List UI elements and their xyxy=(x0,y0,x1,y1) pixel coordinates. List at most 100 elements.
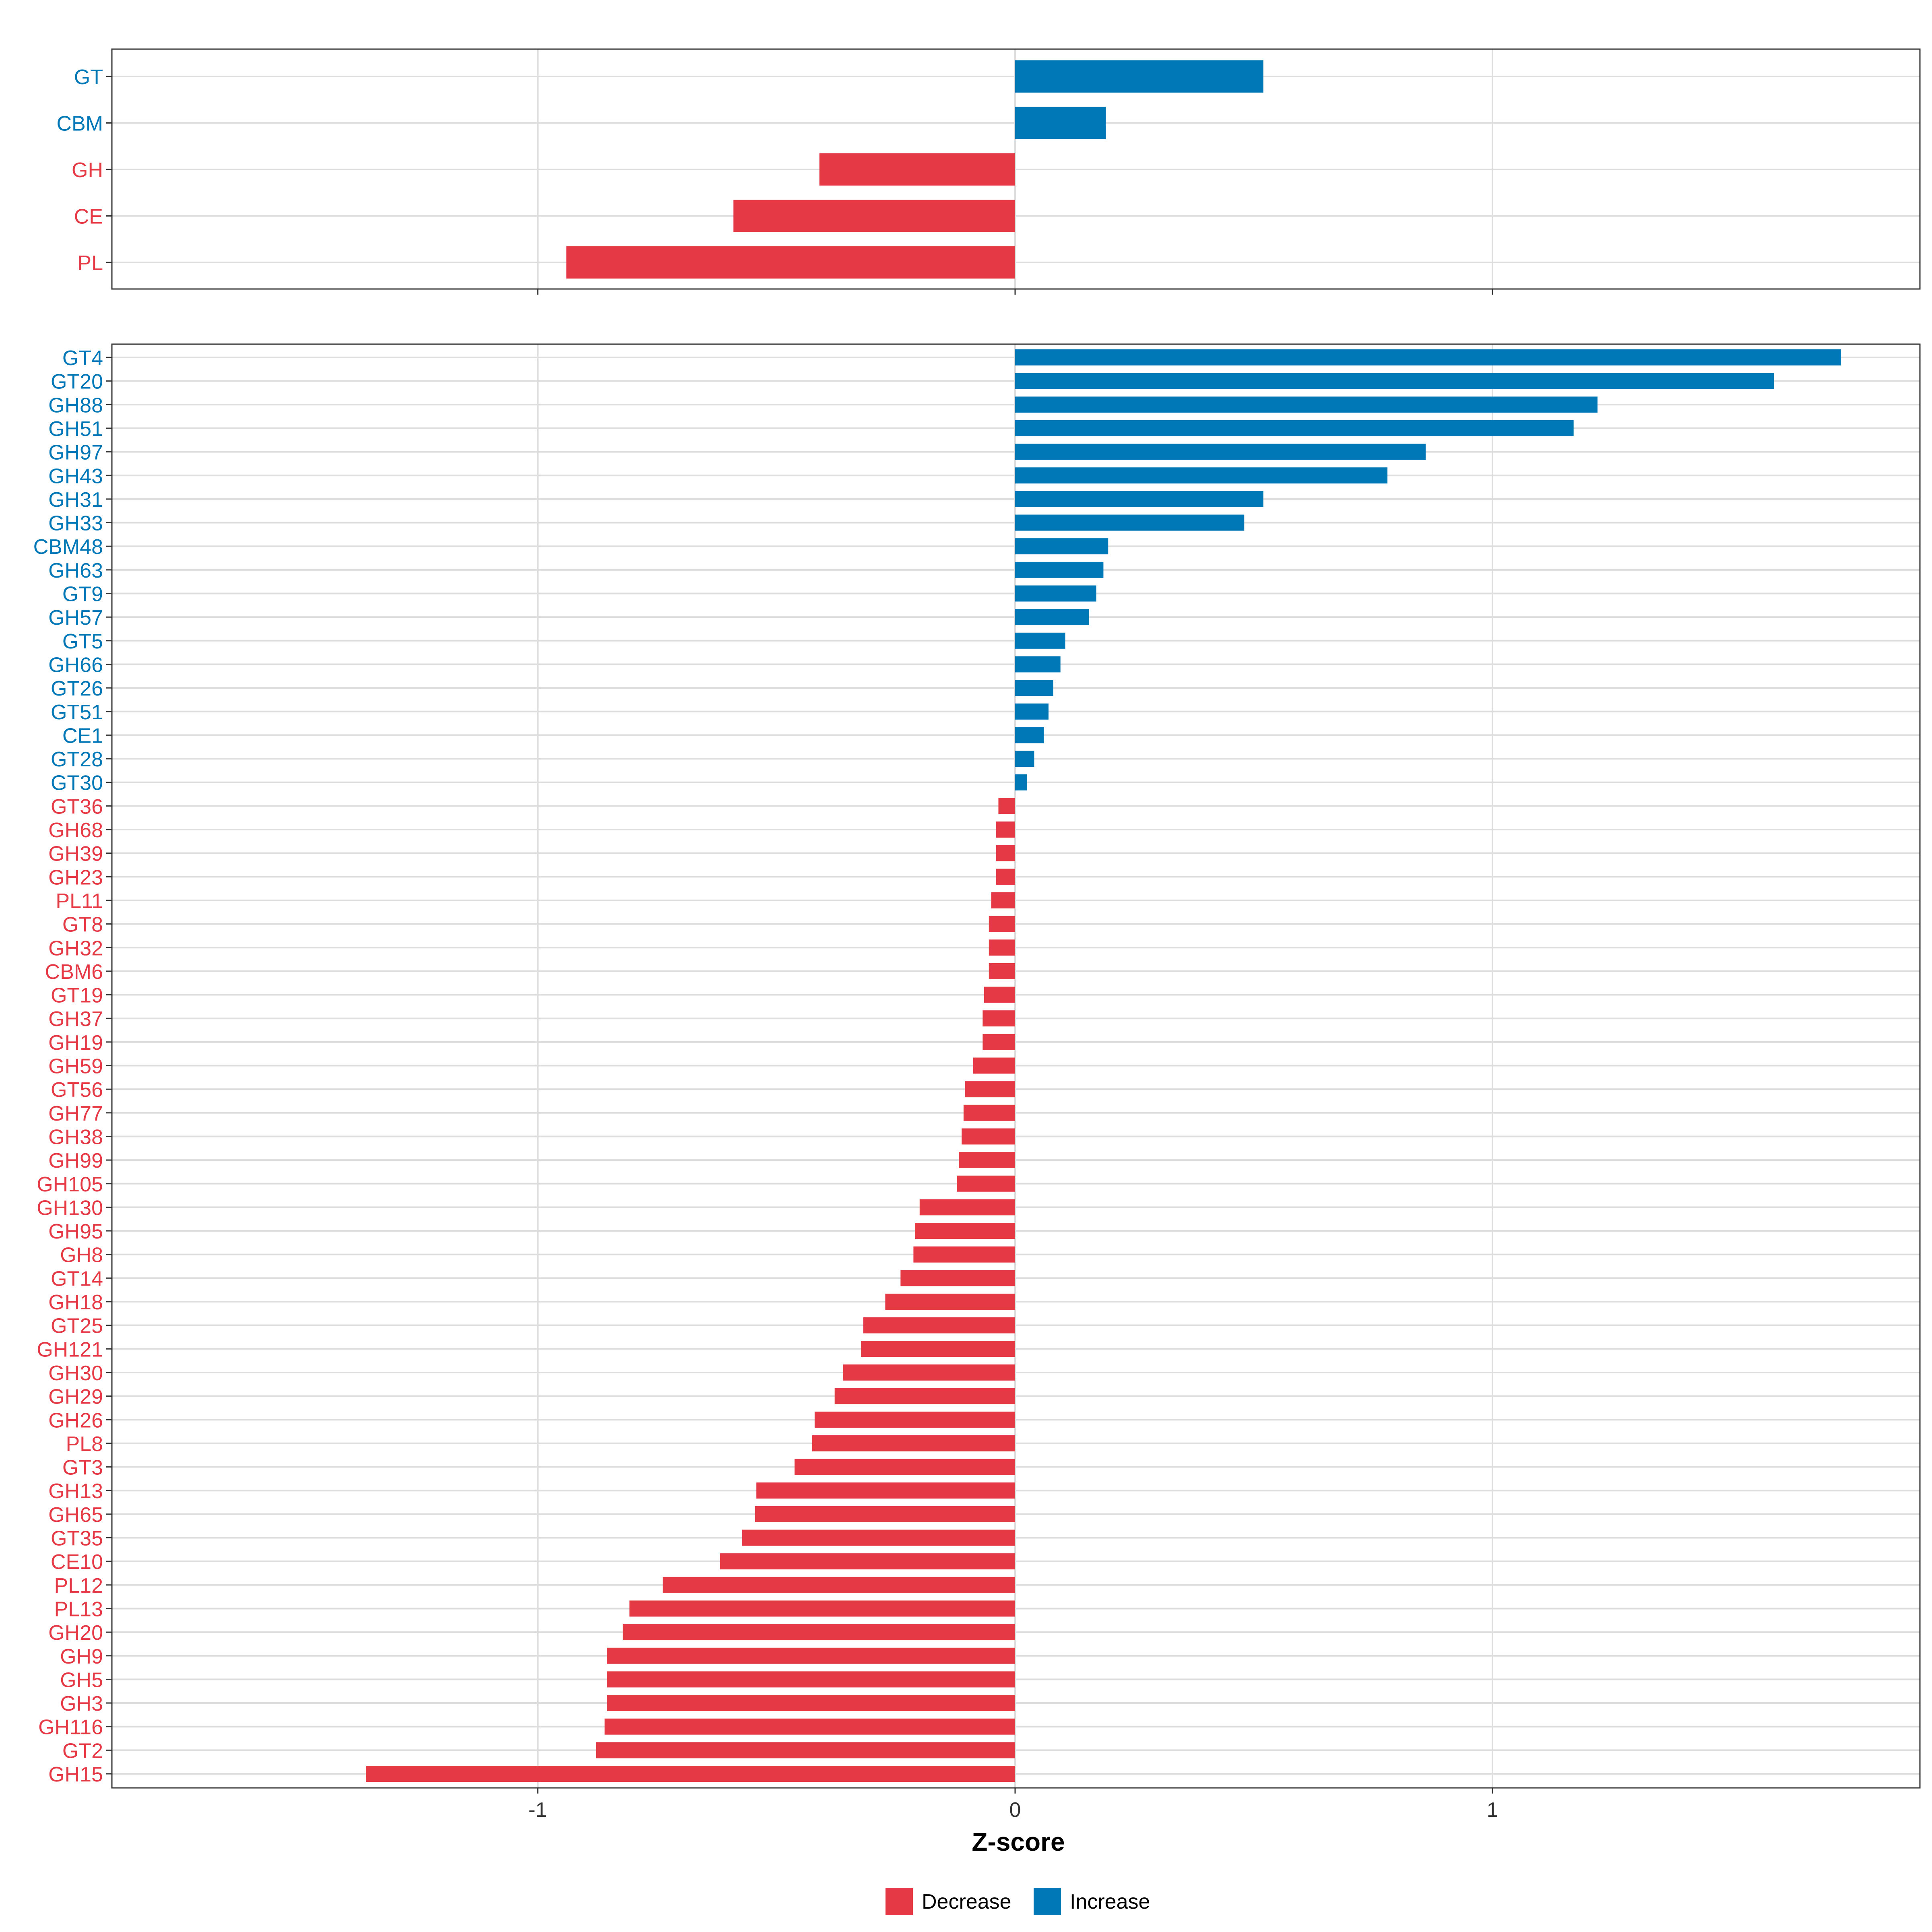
y-tick-label-gt36: GT36 xyxy=(51,795,103,818)
y-tick-label-gh95: GH95 xyxy=(48,1220,103,1243)
bar-gt35 xyxy=(742,1530,1015,1546)
bar-gh97 xyxy=(1015,444,1426,460)
y-tick-label-gh65: GH65 xyxy=(48,1503,103,1527)
y-tick-label-gh88: GH88 xyxy=(48,394,103,417)
bar-gh105 xyxy=(957,1175,1015,1192)
bar-gh121 xyxy=(861,1341,1015,1357)
y-tick-label-gt30: GT30 xyxy=(51,772,103,795)
x-tick-label: 0 xyxy=(1009,1798,1021,1822)
y-tick-label-gh66: GH66 xyxy=(48,653,103,677)
bar-gh xyxy=(819,153,1015,186)
y-tick-label-ce10: CE10 xyxy=(51,1550,103,1574)
legend: Decrease Increase xyxy=(886,1888,1150,1915)
bar-pl13 xyxy=(629,1600,1015,1617)
bar-gh66 xyxy=(1015,656,1061,673)
bar-gt9 xyxy=(1015,585,1096,602)
y-tick-label-gh37: GH37 xyxy=(48,1007,103,1031)
bar-gt2 xyxy=(596,1742,1015,1759)
y-tick-label-gh116: GH116 xyxy=(38,1716,103,1739)
y-tick-label-gt51: GT51 xyxy=(51,701,103,724)
bar-cbm6 xyxy=(989,963,1015,979)
bar-gt20 xyxy=(1015,373,1774,389)
y-tick-label-gh63: GH63 xyxy=(48,559,103,582)
bar-gh15 xyxy=(366,1766,1015,1782)
bar-gt19 xyxy=(984,987,1015,1003)
y-tick-label-gh105: GH105 xyxy=(37,1173,103,1196)
bar-gh43 xyxy=(1015,467,1388,484)
y-tick-label-gt28: GT28 xyxy=(51,748,103,771)
bar-gh130 xyxy=(919,1199,1015,1216)
bar-ce1 xyxy=(1015,727,1044,743)
y-tick-label-gh23: GH23 xyxy=(48,866,103,889)
y-tick-label-gh38: GH38 xyxy=(48,1125,103,1149)
bar-gt56 xyxy=(965,1081,1015,1098)
y-tick-label-pl11: PL11 xyxy=(56,890,103,913)
y-tick-label-gh97: GH97 xyxy=(48,441,103,464)
y-tick-label-gt56: GT56 xyxy=(51,1078,103,1102)
bar-gh95 xyxy=(914,1223,1015,1239)
bar-gh77 xyxy=(963,1104,1015,1121)
bar-gh68 xyxy=(996,822,1015,838)
y-tick-label-gh5: GH5 xyxy=(60,1668,103,1692)
bar-gh33 xyxy=(1015,514,1245,531)
y-tick-label-gh51: GH51 xyxy=(48,417,103,441)
panel-families: GT CBM GH CE PL xyxy=(56,48,1921,295)
y-tick-label-gt20: GT20 xyxy=(51,370,103,394)
bar-pl11 xyxy=(991,892,1015,908)
bar-gt8 xyxy=(989,916,1015,932)
y-tick-label-cbm6: CBM6 xyxy=(45,960,103,984)
bar-gh23 xyxy=(996,869,1015,885)
y-tick-label-gt19: GT19 xyxy=(51,984,103,1007)
y-tick-label-gh121: GH121 xyxy=(37,1338,103,1361)
bar-gh26 xyxy=(814,1412,1015,1428)
x-tick-label: 1 xyxy=(1487,1798,1499,1822)
y-tick-label-gt8: GT8 xyxy=(62,913,103,937)
bar-gt51 xyxy=(1015,703,1049,720)
bar-gt28 xyxy=(1015,751,1034,767)
bar-gt25 xyxy=(863,1317,1015,1333)
bar-cbm xyxy=(1015,107,1106,139)
bar-gh116 xyxy=(605,1718,1015,1735)
y-tick-label-gh26: GH26 xyxy=(48,1409,103,1432)
bar-gt5 xyxy=(1015,632,1065,649)
bar-gh18 xyxy=(885,1294,1015,1310)
y-tick-label-gh43: GH43 xyxy=(48,464,103,488)
y-tick-label-gt: GT xyxy=(74,66,103,89)
y-tick-label-gt5: GT5 xyxy=(62,630,103,653)
y-tick-label-gh59: GH59 xyxy=(48,1055,103,1078)
legend-swatch-decrease xyxy=(886,1888,913,1915)
bar-gh8 xyxy=(913,1246,1015,1263)
panel-subfamilies: GT4GT20GH88GH51GH97GH43GH31GH33CBM48GH63… xyxy=(33,343,1921,1822)
bar-gh3 xyxy=(607,1695,1015,1711)
bar-ce xyxy=(733,200,1015,232)
y-tick-label-pl8: PL8 xyxy=(66,1432,103,1456)
bar-gh29 xyxy=(834,1388,1015,1404)
y-tick-label-gt9: GT9 xyxy=(62,583,103,606)
x-axis-title: Z-score xyxy=(972,1827,1065,1856)
y-tick-label-ce: CE xyxy=(74,205,103,229)
y-tick-label-gt14: GT14 xyxy=(51,1267,103,1290)
bar-gh30 xyxy=(843,1364,1015,1381)
y-tick-label-gh130: GH130 xyxy=(37,1196,103,1220)
bar-pl8 xyxy=(812,1435,1015,1451)
bar-gh31 xyxy=(1015,491,1263,507)
bar-pl12 xyxy=(663,1577,1015,1593)
y-tick-label-gh29: GH29 xyxy=(48,1385,103,1409)
bar-gh37 xyxy=(983,1010,1015,1027)
y-tick-label-pl: PL xyxy=(77,252,103,275)
bar-gt30 xyxy=(1015,774,1027,791)
bar-gh38 xyxy=(962,1128,1015,1145)
bar-gh65 xyxy=(755,1506,1015,1522)
bar-gh88 xyxy=(1015,396,1598,413)
bar-gh19 xyxy=(983,1034,1015,1050)
y-tick-label-pl13: PL13 xyxy=(54,1598,103,1621)
bar-gh99 xyxy=(959,1152,1015,1168)
y-tick-label-gh31: GH31 xyxy=(48,488,103,512)
bar-gh39 xyxy=(996,845,1015,861)
bar-gt36 xyxy=(998,798,1015,814)
bar-ce10 xyxy=(720,1553,1015,1570)
y-tick-label-gh9: GH9 xyxy=(60,1645,103,1668)
y-tick-label-gh77: GH77 xyxy=(48,1102,103,1125)
bar-gh51 xyxy=(1015,420,1574,436)
